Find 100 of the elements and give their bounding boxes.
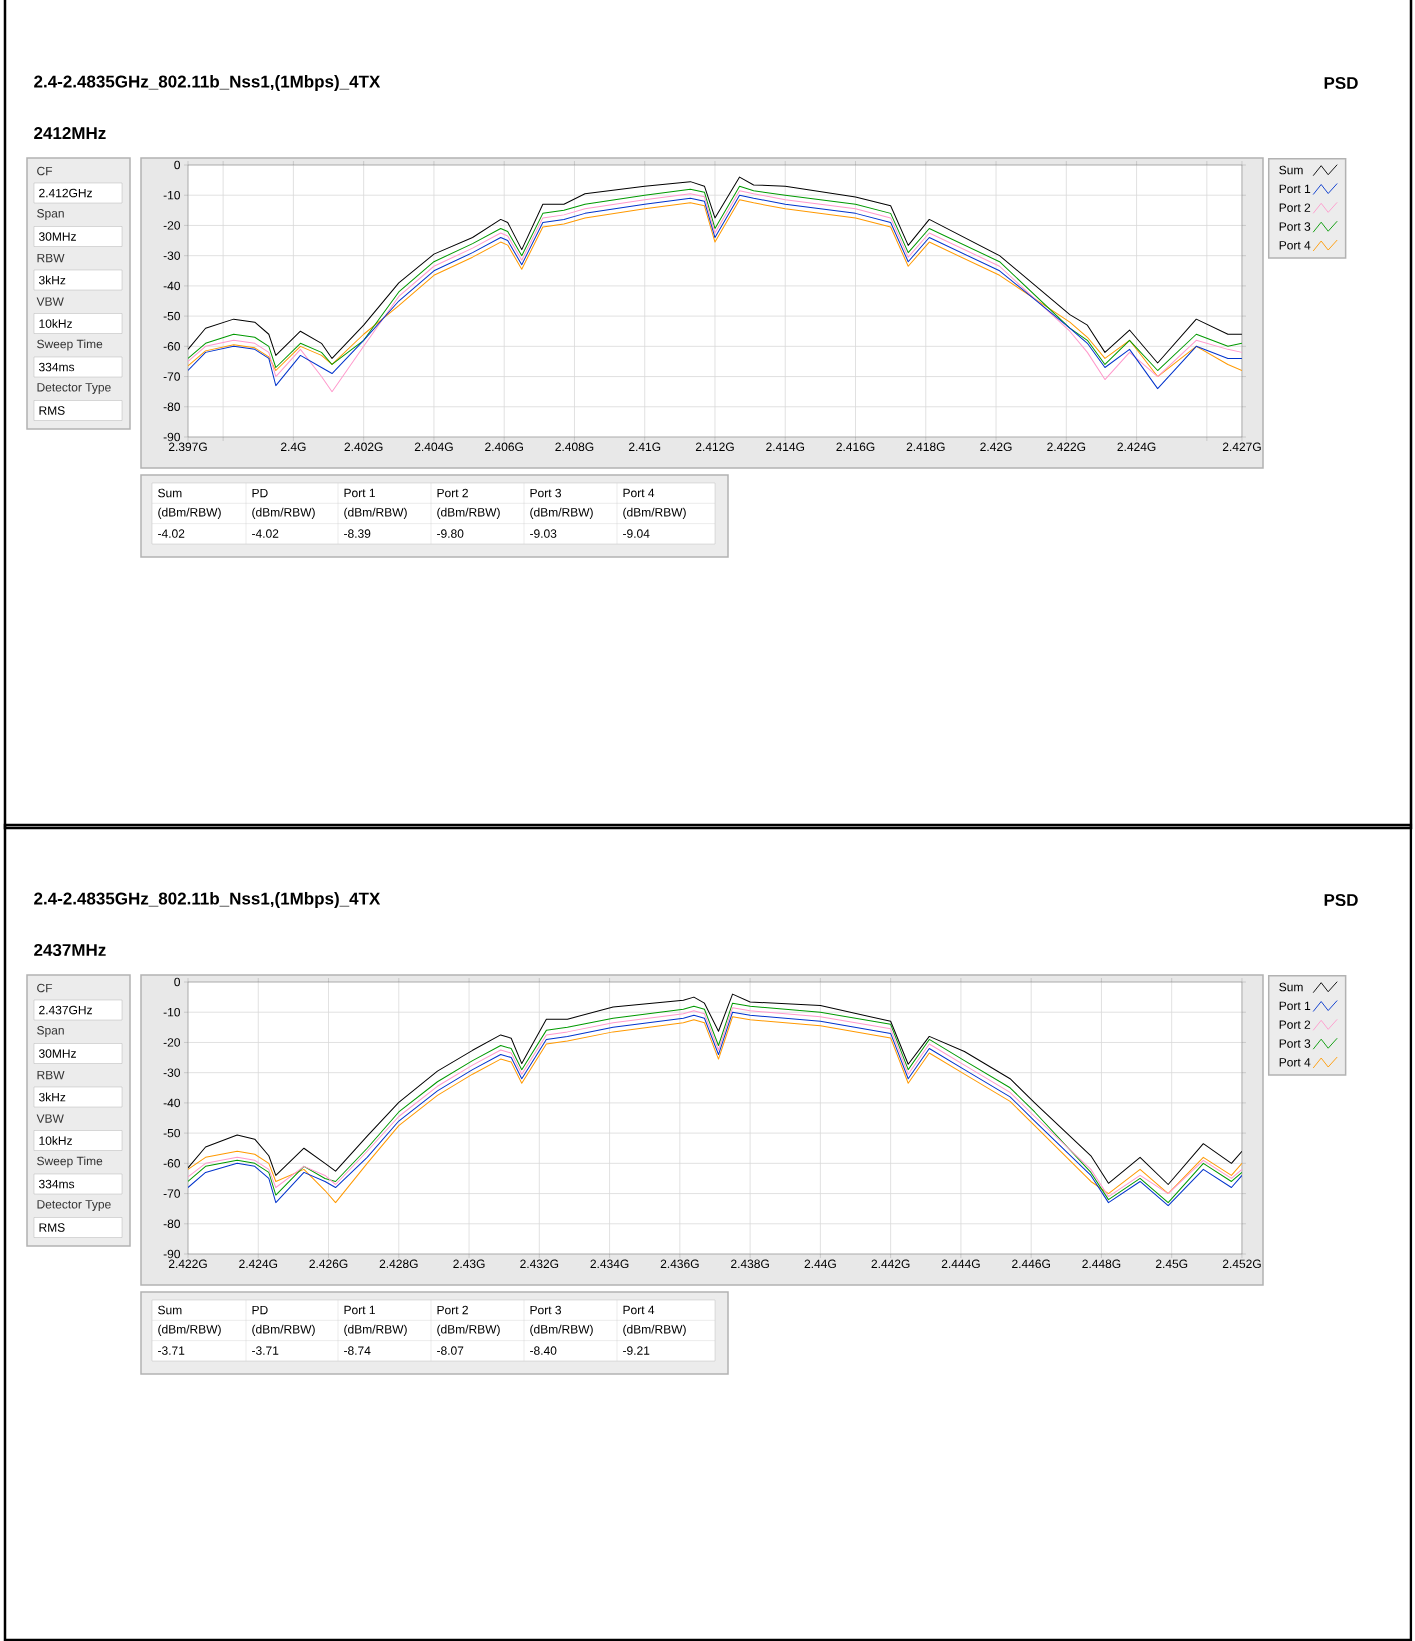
text: (dBm/RBW) xyxy=(437,507,500,519)
text: (dBm/RBW) xyxy=(344,507,407,519)
x-tick-label: 2.414G xyxy=(766,442,805,452)
y-tick-label: -80 xyxy=(163,1219,181,1229)
text: VBW xyxy=(36,297,64,306)
text: Detector Type xyxy=(37,1200,111,1211)
y-tick-label: -30 xyxy=(163,1068,181,1077)
x-tick-label: 2.452G xyxy=(1222,1259,1261,1269)
legend-label: Sum xyxy=(1279,982,1303,992)
text: CF xyxy=(37,166,53,176)
text: Detector Type xyxy=(37,383,111,394)
legend-label: Port 2 xyxy=(1279,1020,1311,1029)
text: PSD xyxy=(1324,76,1358,90)
x-tick-label: 2.426G xyxy=(309,1259,348,1269)
x-tick-label: 2.424G xyxy=(239,1259,278,1269)
text: RMS xyxy=(39,1223,65,1232)
text: -9.03 xyxy=(530,529,557,538)
y-tick-label: -70 xyxy=(163,1189,181,1198)
text: (dBm/RBW) xyxy=(530,1324,593,1336)
text: Port 1 xyxy=(344,488,375,498)
text: Sweep Time xyxy=(37,1156,103,1168)
text: Port 2 xyxy=(437,488,468,498)
x-tick-label: 2.436G xyxy=(660,1259,699,1269)
text: Sweep Time xyxy=(37,339,103,351)
text: Sum xyxy=(158,1305,182,1315)
x-tick-label: 2.438G xyxy=(731,1259,769,1269)
text: RMS xyxy=(39,406,65,415)
text: -3.71 xyxy=(252,1346,279,1355)
y-tick-label: -10 xyxy=(163,1007,181,1017)
y-tick-label: -70 xyxy=(163,372,181,381)
x-tick-label: 2.442G xyxy=(871,1259,910,1269)
text: PSD xyxy=(1324,893,1358,907)
x-tick-label: 2.408G xyxy=(555,442,594,452)
x-tick-label: 2.446G xyxy=(1012,1259,1050,1269)
y-tick-label: 0 xyxy=(174,160,181,170)
text: Port 3 xyxy=(530,488,562,498)
text: VBW xyxy=(36,1114,64,1123)
text: Sum xyxy=(158,488,182,498)
legend-label: Port 3 xyxy=(1279,1039,1311,1048)
y-tick-label: -40 xyxy=(163,281,181,291)
y-tick-label: -10 xyxy=(163,190,181,200)
text: Port 4 xyxy=(623,1305,655,1315)
x-tick-label: 2.41G xyxy=(628,442,661,452)
chart-subtitle: 2412MHz xyxy=(34,127,106,139)
text: (dBm/RBW) xyxy=(530,507,593,519)
text: (dBm/RBW) xyxy=(344,1324,407,1336)
text: 3kHz xyxy=(38,1092,66,1102)
y-tick-label: -20 xyxy=(163,1038,181,1047)
x-tick-label: 2.42G xyxy=(980,442,1012,452)
text: RBW xyxy=(37,1070,65,1080)
text: Span xyxy=(37,209,64,220)
x-tick-label: 2.44G xyxy=(804,1259,836,1269)
legend-label: Port 4 xyxy=(1279,241,1311,250)
y-tick-label: -90 xyxy=(163,1249,181,1259)
text: (dBm/RBW) xyxy=(158,1324,221,1336)
text: Span xyxy=(37,1026,64,1037)
text: (dBm/RBW) xyxy=(252,1324,315,1336)
x-tick-label: 2.402G xyxy=(344,442,383,452)
x-tick-label: 2.427G xyxy=(1222,442,1261,452)
text: -8.74 xyxy=(344,1346,371,1355)
legend-label: Port 2 xyxy=(1279,203,1311,212)
text: Port 3 xyxy=(530,1305,562,1315)
y-tick-label: -60 xyxy=(163,1159,181,1168)
chart-subtitle: 2437MHz xyxy=(34,943,106,957)
legend-label: Port 1 xyxy=(1279,1001,1311,1011)
text: -9.04 xyxy=(623,529,650,538)
text: Port 1 xyxy=(344,1305,375,1315)
legend-label: Port 1 xyxy=(1279,184,1311,193)
text: -8.40 xyxy=(530,1346,557,1355)
text: -4.02 xyxy=(252,529,279,538)
y-tick-label: -30 xyxy=(163,251,181,260)
text: PD xyxy=(252,488,268,498)
y-tick-label: -40 xyxy=(163,1098,181,1108)
x-tick-label: 2.397G xyxy=(168,442,207,452)
chart-title: 2.4-2.4835GHz_802.11b_Nss1,(1Mbps)_4TX xyxy=(34,892,381,908)
x-tick-label: 2.45G xyxy=(1155,1259,1188,1269)
text: CF xyxy=(37,983,53,993)
x-tick-label: 2.422G xyxy=(1047,442,1086,452)
chart-title: 2.4-2.4835GHz_802.11b_Nss1,(1Mbps)_4TX xyxy=(34,75,381,91)
y-tick-label: -50 xyxy=(163,1128,181,1138)
text: 10kHz xyxy=(39,319,72,328)
x-tick-label: 2.406G xyxy=(485,442,523,452)
legend-label: Port 3 xyxy=(1279,222,1311,231)
y-tick-label: -50 xyxy=(163,311,181,321)
y-tick-label: 0 xyxy=(174,977,181,987)
text: 30MHz xyxy=(38,1049,76,1058)
x-tick-label: 2.404G xyxy=(414,442,453,452)
text: (dBm/RBW) xyxy=(623,507,686,519)
x-tick-label: 2.432G xyxy=(520,1259,559,1269)
text: Port 2 xyxy=(437,1305,468,1315)
text: 334ms xyxy=(38,362,75,372)
x-tick-label: 2.418G xyxy=(906,442,945,452)
y-tick-label: -80 xyxy=(163,402,181,412)
text: Port 4 xyxy=(623,488,655,498)
text: (dBm/RBW) xyxy=(623,1324,686,1336)
text: -9.80 xyxy=(437,529,464,538)
text: 2.412GHz xyxy=(39,188,92,198)
text: -8.07 xyxy=(437,1346,464,1355)
text: (dBm/RBW) xyxy=(252,507,315,519)
y-tick-label: -90 xyxy=(163,432,181,442)
